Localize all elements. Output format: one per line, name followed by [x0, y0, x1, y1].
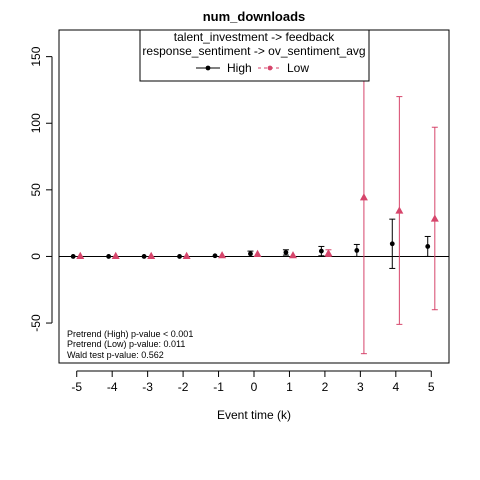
x-tick-label: -2: [178, 380, 189, 394]
legend-header-line-1: talent_investment -> feedback: [174, 30, 335, 44]
point-high: [425, 244, 431, 249]
x-tick-label: -4: [107, 380, 118, 394]
x-axis-label: Event time (k): [217, 408, 291, 422]
legend-entry-low: Low: [287, 61, 309, 75]
point-high: [283, 250, 289, 255]
point-high: [354, 248, 360, 253]
point-low: [111, 251, 120, 259]
series-layer: [70, 34, 439, 355]
legend-marker-low: [267, 65, 273, 71]
y-tick-label: -50: [29, 314, 43, 332]
legend-header-line-2: response_sentiment -> ov_sentiment_avg: [142, 44, 365, 58]
point-high: [318, 248, 324, 254]
x-tick-label: 2: [322, 380, 329, 394]
annotation-wald-test: Wald test p-value: 0.562: [67, 350, 164, 360]
point-low: [253, 249, 262, 257]
legend-box: [139, 29, 370, 82]
point-high: [248, 251, 253, 257]
y-tick-label: 50: [29, 183, 43, 197]
point-low: [182, 251, 191, 259]
x-tick-label: -1: [213, 380, 224, 394]
point-low: [218, 251, 227, 259]
point-high: [141, 254, 147, 259]
annotation-pretrend-high: Pretrend (High) p-value < 0.001: [67, 329, 193, 339]
point-high: [177, 254, 182, 259]
y-tick-label: 150: [29, 46, 43, 66]
annotation-pretrend-low: Pretrend (Low) p-value: 0.011: [67, 339, 185, 349]
point-high: [70, 254, 76, 259]
point-low: [359, 193, 368, 201]
x-tick-label: 4: [392, 380, 399, 394]
x-tick-label: 5: [428, 380, 435, 394]
point-low: [324, 249, 333, 257]
point-low: [430, 214, 439, 222]
y-tick-label: 0: [29, 253, 43, 260]
x-tick-label: 1: [286, 380, 293, 394]
point-low: [289, 251, 297, 259]
x-tick-label: 0: [251, 380, 258, 394]
axes: -5 -4 -3 -2 -1 0 1 2 3 4 5 -50 0 50 100 150: [29, 29, 450, 394]
legend-marker-high: [205, 65, 211, 71]
point-low: [76, 251, 85, 259]
legend-entry-high: High: [227, 61, 252, 75]
point-high: [389, 241, 395, 247]
y-tick-label: 100: [29, 113, 43, 133]
point-high: [106, 254, 112, 259]
x-tick-label: 3: [357, 380, 364, 394]
x-tick-label: -5: [71, 380, 82, 394]
chart-title: num_downloads: [203, 9, 306, 24]
point-low: [147, 251, 156, 259]
point-high: [212, 253, 218, 259]
point-low: [395, 206, 404, 214]
x-tick-label: -3: [142, 380, 153, 394]
legend: talent_investment -> feedback response_s…: [139, 29, 370, 82]
